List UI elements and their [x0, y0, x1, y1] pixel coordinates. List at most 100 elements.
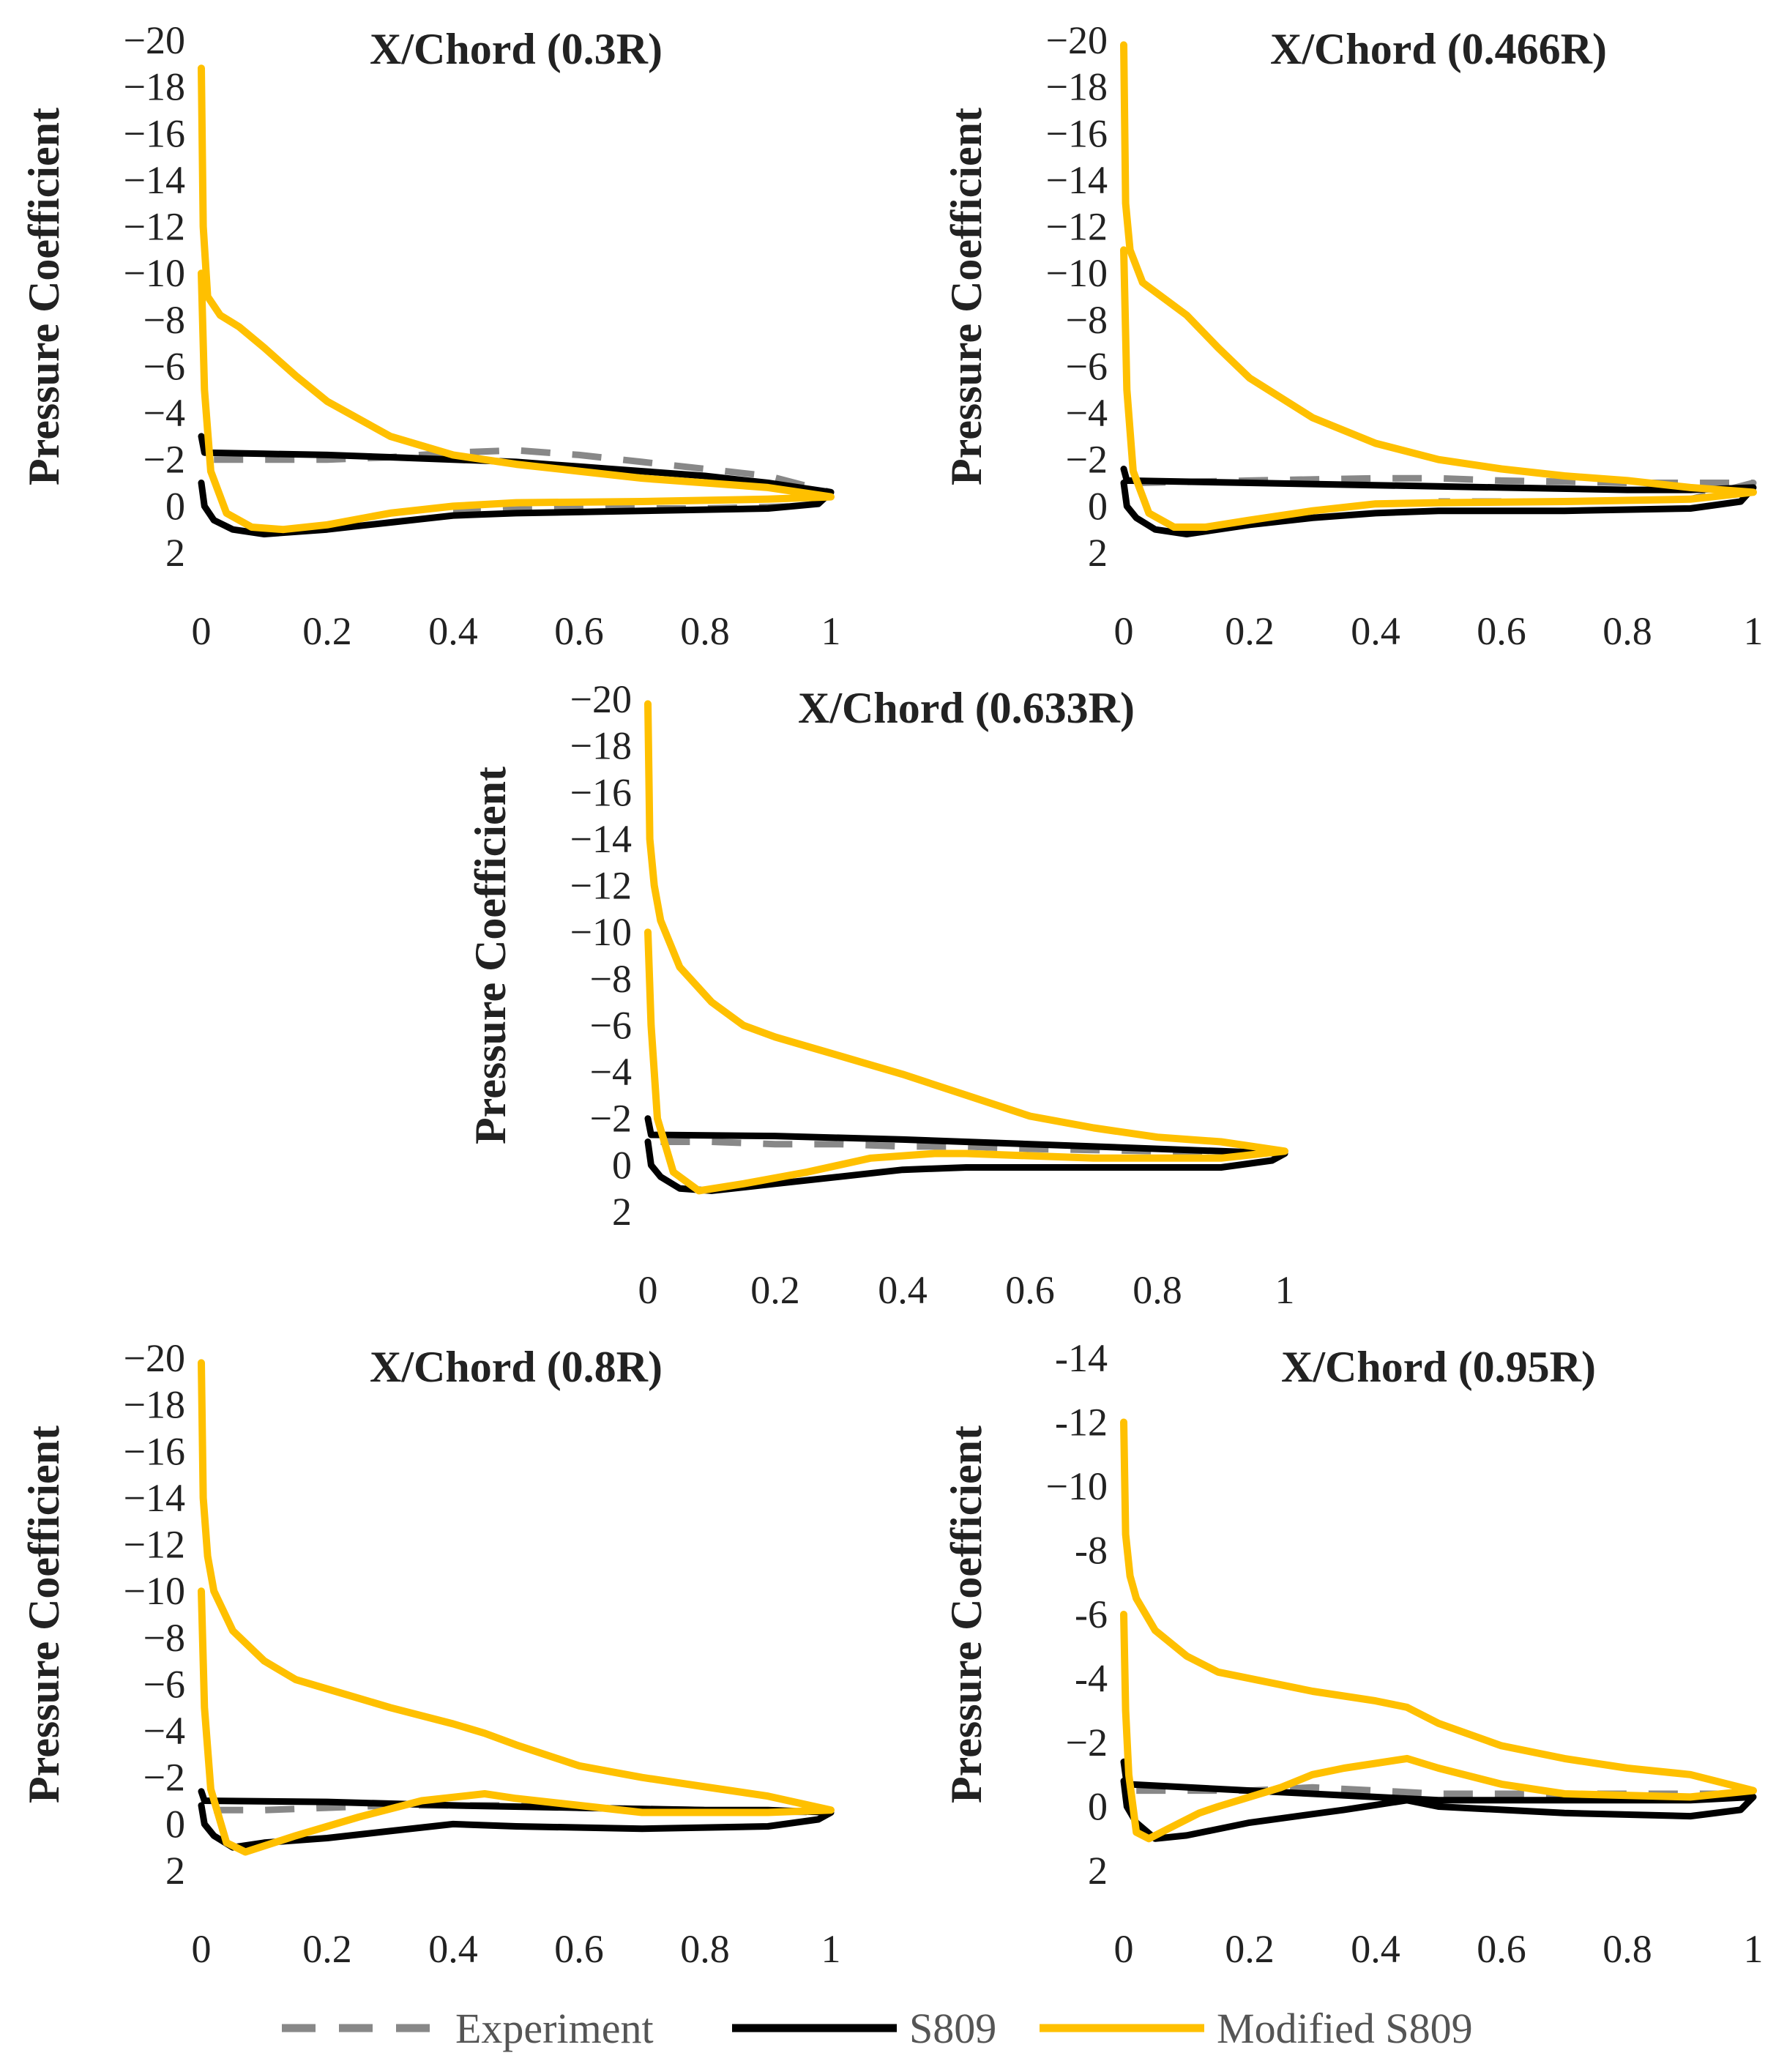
y-tick-label: −12 — [124, 205, 185, 249]
y-tick-label: −6 — [143, 344, 185, 388]
y-tick-label: -8 — [1075, 1529, 1108, 1573]
y-tick-label: −8 — [143, 298, 185, 342]
x-tick-label: 0.4 — [428, 609, 478, 653]
y-axis-label: Pressure Coefficient — [20, 1426, 68, 1803]
y-tick-label: −10 — [1046, 1464, 1108, 1508]
chart-panel-5: X/Chord (0.95R) Pressure Coefficient -14 -1… — [942, 1336, 1764, 1971]
y-tick-label: −12 — [124, 1523, 185, 1567]
y-tick-label: −2 — [1066, 438, 1108, 482]
y-tick-label: 0 — [1088, 1785, 1108, 1829]
y-tick-label: 2 — [165, 531, 185, 575]
x-tick-label: 1 — [821, 1927, 841, 1971]
series-line-s809 — [1120, 466, 1757, 537]
y-tick-label: -14 — [1055, 1336, 1108, 1380]
x-tick-label: 0.8 — [680, 1927, 730, 1971]
y-tick-label: −6 — [590, 1003, 632, 1047]
y-axis-label: Pressure Coefficient — [942, 1426, 990, 1803]
x-tick-label: 0.2 — [1225, 1927, 1275, 1971]
x-tick-label: 0.8 — [1602, 1927, 1652, 1971]
y-tick-label: −18 — [1046, 65, 1108, 109]
x-tick-label: 1 — [1744, 1927, 1764, 1971]
y-tick-label: −14 — [1046, 158, 1108, 202]
chart-panel-2: X/Chord (0.466R)Pressure Coefficient−20−… — [942, 18, 1764, 653]
legend-label-modified-s809: Modified S809 — [1217, 2005, 1473, 2052]
x-tick-label: 0 — [638, 1268, 658, 1312]
y-tick-label: 2 — [1088, 531, 1108, 575]
y-tick-label: −4 — [1066, 391, 1108, 435]
x-tick-label: 0.4 — [1351, 1927, 1400, 1971]
series-line-s809 — [1120, 1758, 1757, 1842]
x-tick-label: 0.6 — [1005, 1268, 1055, 1312]
chart-panels: X/Chord (0.3R)Pressure Coefficient−20−18… — [20, 18, 1764, 1971]
chart-panel-3: X/Chord (0.633R)Pressure Coefficient−20−… — [466, 677, 1295, 1312]
chart-title: X/Chord (0.466R) — [1270, 25, 1607, 73]
series-line-s809 — [644, 1115, 1288, 1194]
y-tick-label: −4 — [143, 1709, 185, 1753]
y-tick-label: 0 — [165, 1802, 185, 1846]
y-axis-label: Pressure Coefficient — [942, 108, 990, 485]
chart-panel-4: X/Chord (0.8R)Pressure Coefficient−20−18… — [20, 1336, 841, 1971]
y-tick-label: -4 — [1075, 1657, 1108, 1701]
y-tick-label: −6 — [143, 1662, 185, 1706]
x-tick-label: 0.6 — [1477, 1927, 1526, 1971]
y-tick-label: −2 — [143, 438, 185, 482]
legend: Experiment S809 Modified S809 — [282, 2005, 1473, 2052]
y-tick-label: −16 — [124, 111, 185, 155]
legend-label-experiment: Experiment — [455, 2005, 654, 2052]
y-tick-label: −20 — [124, 1336, 185, 1380]
x-tick-label: 1 — [1275, 1268, 1295, 1312]
x-tick-label: 0.4 — [878, 1268, 928, 1312]
x-tick-label: 0.6 — [554, 609, 604, 653]
series-line-experiment — [660, 1139, 1286, 1157]
y-tick-label: -6 — [1075, 1592, 1108, 1636]
chart-title: X/Chord (0.8R) — [370, 1343, 663, 1391]
chart-title: X/Chord (0.3R) — [370, 25, 663, 73]
x-tick-label: 0 — [1114, 609, 1134, 653]
y-tick-label: −18 — [570, 724, 632, 768]
y-tick-label: −14 — [124, 1476, 185, 1520]
legend-label-s809: S809 — [909, 2005, 996, 2052]
y-tick-label: −6 — [1066, 344, 1108, 388]
x-tick-label: 0.8 — [1133, 1268, 1182, 1312]
y-tick-label: 0 — [1088, 484, 1108, 528]
x-tick-label: 0.6 — [1477, 609, 1526, 653]
y-tick-label: −10 — [124, 1569, 185, 1613]
x-tick-label: 0.4 — [428, 1927, 478, 1971]
y-tick-label: −12 — [1046, 205, 1108, 249]
x-tick-label: 0.4 — [1351, 609, 1400, 653]
y-tick-label: −2 — [1066, 1721, 1108, 1764]
y-tick-label: 0 — [165, 484, 185, 528]
chart-title: X/Chord (0.633R) — [798, 684, 1135, 732]
series-line-experiment — [214, 1802, 832, 1816]
y-tick-label: −14 — [570, 817, 632, 861]
y-tick-label: −14 — [124, 158, 185, 202]
chart-title: X/Chord (0.95R) — [1281, 1343, 1596, 1391]
x-tick-label: 1 — [1744, 609, 1764, 653]
y-tick-label: −2 — [143, 1756, 185, 1800]
y-tick-label: −16 — [1046, 111, 1108, 155]
y-tick-label: −4 — [590, 1050, 632, 1094]
y-tick-label: −2 — [590, 1097, 632, 1141]
x-tick-label: 0 — [192, 1927, 212, 1971]
x-tick-label: 0.6 — [554, 1927, 604, 1971]
y-axis-label: Pressure Coefficient — [466, 767, 515, 1144]
y-tick-label: −20 — [1046, 18, 1108, 62]
y-tick-label: −8 — [143, 1616, 185, 1660]
y-tick-label: 2 — [165, 1849, 185, 1893]
y-tick-label: −10 — [570, 910, 632, 954]
y-axis-label: Pressure Coefficient — [20, 108, 68, 485]
x-tick-label: 0.8 — [1602, 609, 1652, 653]
x-tick-label: 1 — [821, 609, 841, 653]
y-tick-label: −12 — [570, 864, 632, 908]
series-line-modified-s809 — [1120, 41, 1757, 531]
x-tick-label: 0.2 — [302, 609, 352, 653]
x-tick-label: 0.2 — [750, 1268, 800, 1312]
y-tick-label: −20 — [570, 677, 632, 721]
y-tick-label: −18 — [124, 1383, 185, 1427]
y-tick-label: −10 — [1046, 251, 1108, 295]
y-tick-label: 2 — [1088, 1849, 1108, 1893]
series-line-modified-s809 — [198, 64, 835, 534]
series-line-modified-s809 — [198, 1359, 835, 1856]
series-line-modified-s809 — [644, 700, 1288, 1195]
